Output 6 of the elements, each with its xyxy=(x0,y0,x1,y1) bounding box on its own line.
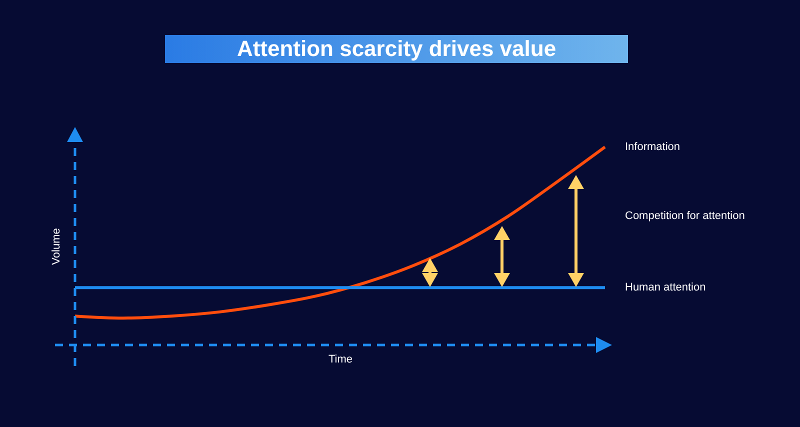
series-label: Information xyxy=(625,141,680,153)
series-label: Human attention xyxy=(625,282,706,294)
x-axis-title: Time xyxy=(328,354,353,366)
chart-title: Attention scarcity drives value xyxy=(165,35,628,63)
y-axis-title: Volume xyxy=(50,228,62,265)
text: Competition for attention xyxy=(625,210,745,222)
